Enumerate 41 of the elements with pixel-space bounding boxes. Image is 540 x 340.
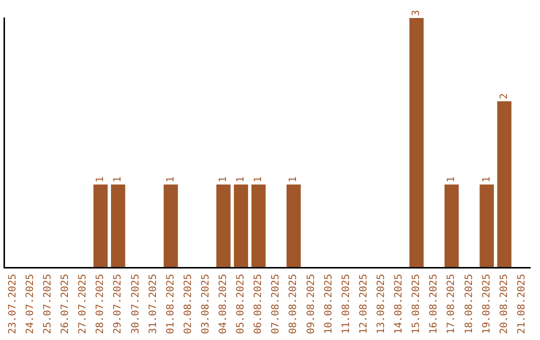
x-tick-label: 15.08.2025: [411, 274, 422, 334]
x-tick-label: 20.08.2025: [498, 274, 510, 334]
x-tick-label: 17.08.2025: [446, 274, 458, 334]
data-label: 1: [218, 176, 230, 183]
data-label: 1: [481, 176, 492, 183]
data-label: 3: [411, 10, 422, 16]
data-label: 1: [253, 176, 264, 183]
x-tick-label: 04.08.2025: [218, 274, 230, 334]
x-tick-label: 14.08.2025: [394, 274, 405, 334]
x-tick-label: 09.08.2025: [306, 274, 317, 334]
x-tick-label: 23.07.2025: [7, 274, 18, 334]
x-tick-label: 25.07.2025: [42, 274, 54, 334]
x-tick-label: 13.08.2025: [376, 274, 388, 334]
x-tick-label: 16.08.2025: [428, 274, 440, 334]
x-tick-label: 11.08.2025: [340, 274, 352, 334]
x-tick-label: 31.07.2025: [148, 274, 159, 334]
x-tick-label: 28.07.2025: [95, 274, 106, 334]
data-label: 1: [95, 176, 106, 183]
x-tick-label: 26.07.2025: [60, 274, 72, 334]
x-tick-label: 06.08.2025: [253, 274, 264, 334]
x-tick-label: 29.07.2025: [112, 274, 124, 334]
x-tick-label: 07.08.2025: [270, 274, 282, 334]
data-label: 1: [112, 176, 124, 183]
x-tick-label: 01.08.2025: [165, 274, 176, 334]
x-tick-label: 12.08.2025: [358, 274, 370, 334]
x-tick-label: 10.08.2025: [323, 274, 334, 334]
x-tick-label: 30.07.2025: [130, 274, 142, 334]
x-tick-label: 24.07.2025: [24, 274, 36, 334]
data-label: 1: [446, 176, 458, 183]
data-label: 1: [165, 176, 176, 183]
data-label: 1: [236, 176, 247, 183]
x-tick-label: 18.08.2025: [464, 274, 475, 334]
x-tick-label: 03.08.2025: [200, 274, 212, 334]
x-tick-label: 27.07.2025: [78, 274, 89, 334]
x-tick-label: 19.08.2025: [481, 274, 492, 334]
x-tick-label: 08.08.2025: [288, 274, 300, 334]
x-tick-label: 05.08.2025: [236, 274, 247, 334]
data-label: 1: [288, 176, 300, 183]
x-tick-label: 02.08.2025: [182, 274, 194, 334]
data-label: 2: [498, 93, 510, 100]
x-tick-label: 21.08.2025: [516, 274, 528, 334]
